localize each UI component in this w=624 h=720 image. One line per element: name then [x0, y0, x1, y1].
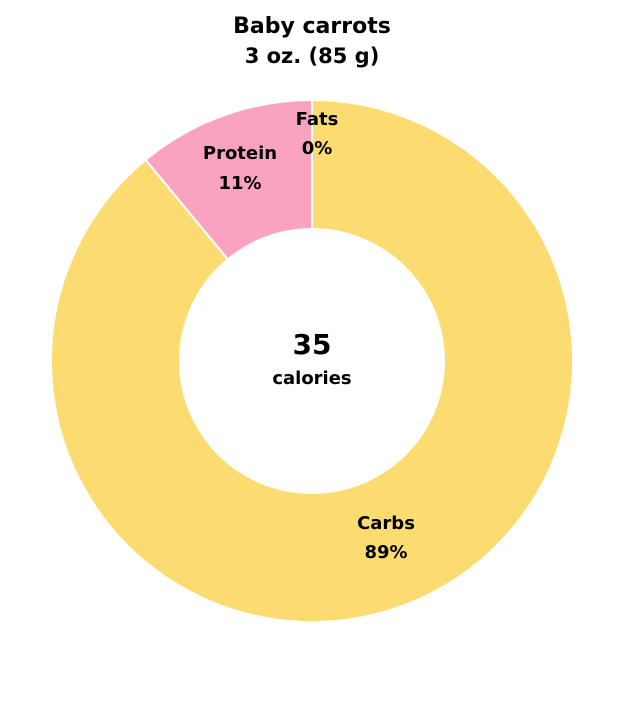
slice-label-carbs-value: 89%	[364, 542, 407, 563]
slice-label-carbs-name: Carbs	[357, 513, 415, 534]
slice-label-fats-value: 0%	[302, 138, 333, 159]
slice-label-protein-value: 11%	[218, 173, 261, 194]
donut-slices	[50, 98, 574, 623]
center-calories-unit: calories	[272, 368, 351, 389]
chart-subtitle: 3 oz. (85 g)	[244, 44, 380, 68]
slice-label-fats-name: Fats	[296, 109, 339, 130]
slice-carbs	[50, 98, 574, 623]
slice-label-protein-name: Protein	[203, 143, 277, 164]
slice-protein	[144, 98, 313, 261]
chart-title: Baby carrots	[233, 14, 391, 39]
center-calories-value: 35	[293, 328, 332, 361]
